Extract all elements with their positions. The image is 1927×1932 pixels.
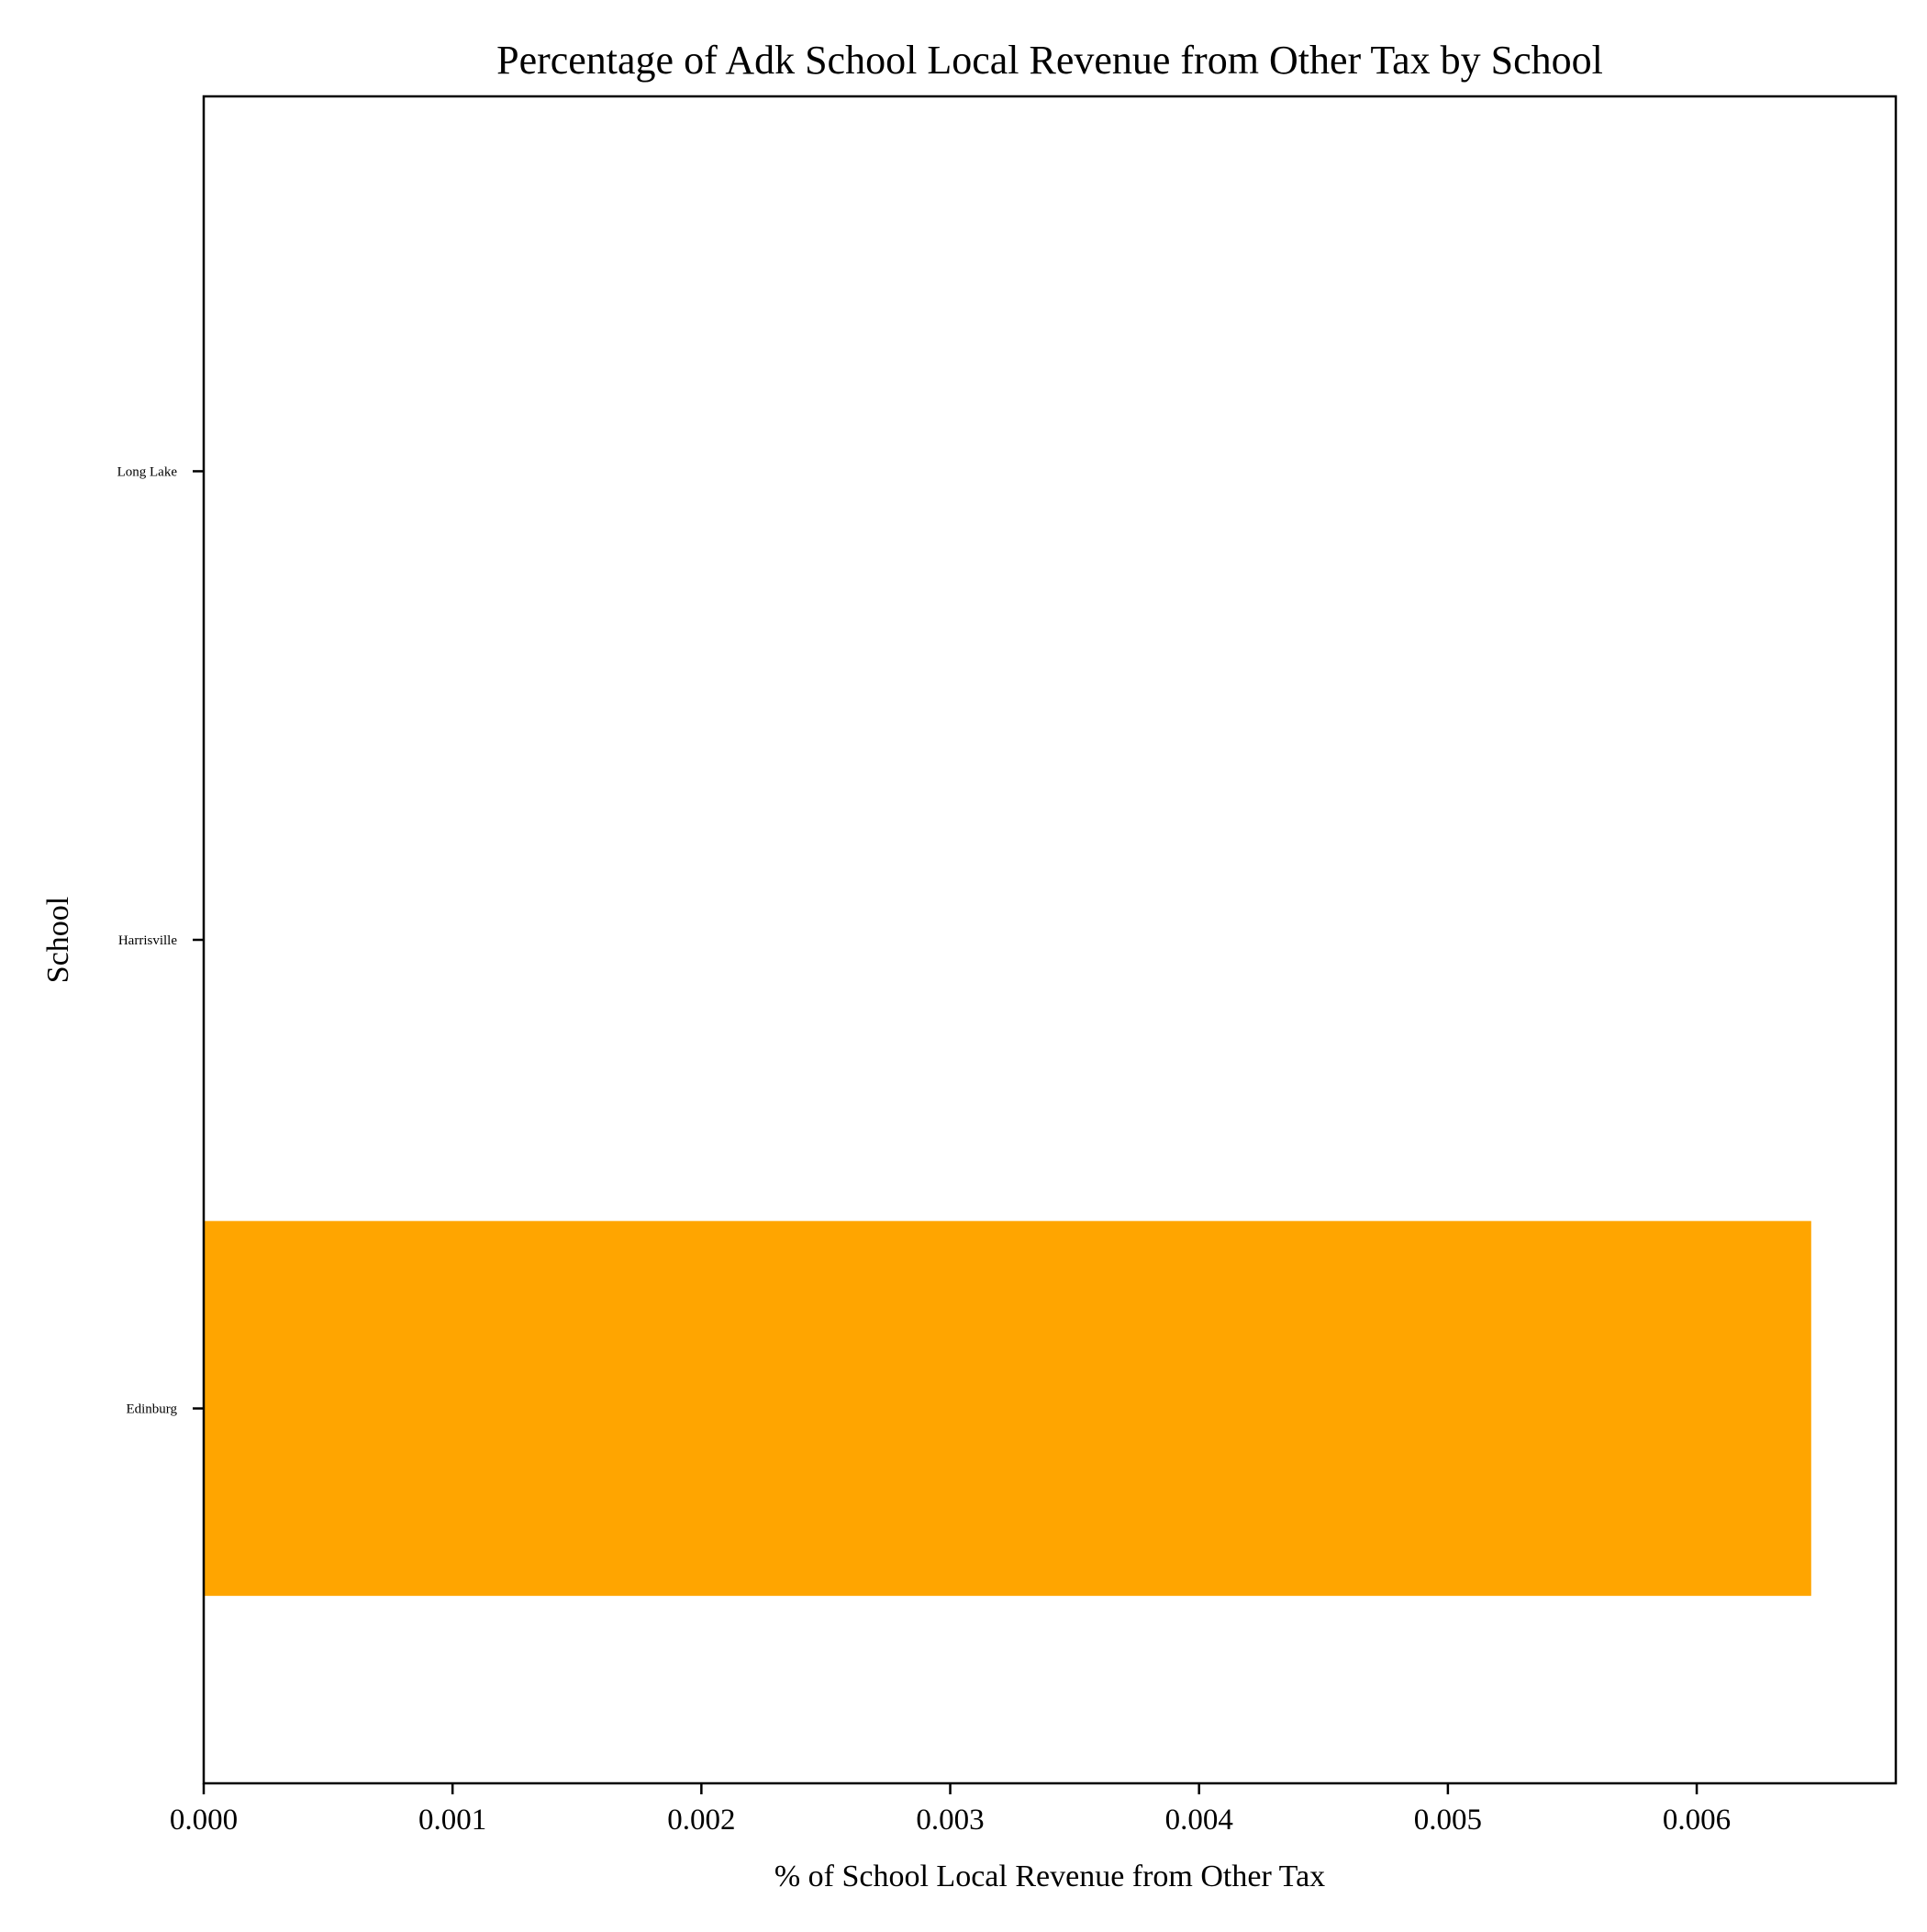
y-tick-label: Long Lake [117, 464, 178, 479]
bar-edinburg [204, 1221, 1811, 1596]
y-axis: Edinburg Harrisville Long Lake [117, 464, 204, 1417]
x-tick-label: 0.006 [1663, 1804, 1731, 1837]
x-tick-label: 0.005 [1414, 1804, 1482, 1837]
y-tick-label: Edinburg [126, 1402, 177, 1417]
bars-layer [204, 1221, 1811, 1596]
x-tick-label: 0.003 [916, 1804, 984, 1837]
x-tick-label: 0.000 [170, 1804, 238, 1837]
chart-title: Percentage of Adk School Local Revenue f… [496, 38, 1603, 83]
y-axis-label: School [41, 897, 75, 983]
x-tick-label: 0.004 [1165, 1804, 1233, 1837]
x-tick-label: 0.001 [418, 1804, 486, 1837]
x-axis-label: % of School Local Revenue from Other Tax [774, 1859, 1325, 1893]
x-tick-label: 0.002 [667, 1804, 735, 1837]
x-axis: 0.000 0.001 0.002 0.003 0.004 0.005 0.006 [170, 1783, 1731, 1837]
y-tick-label: Harrisville [118, 933, 177, 948]
